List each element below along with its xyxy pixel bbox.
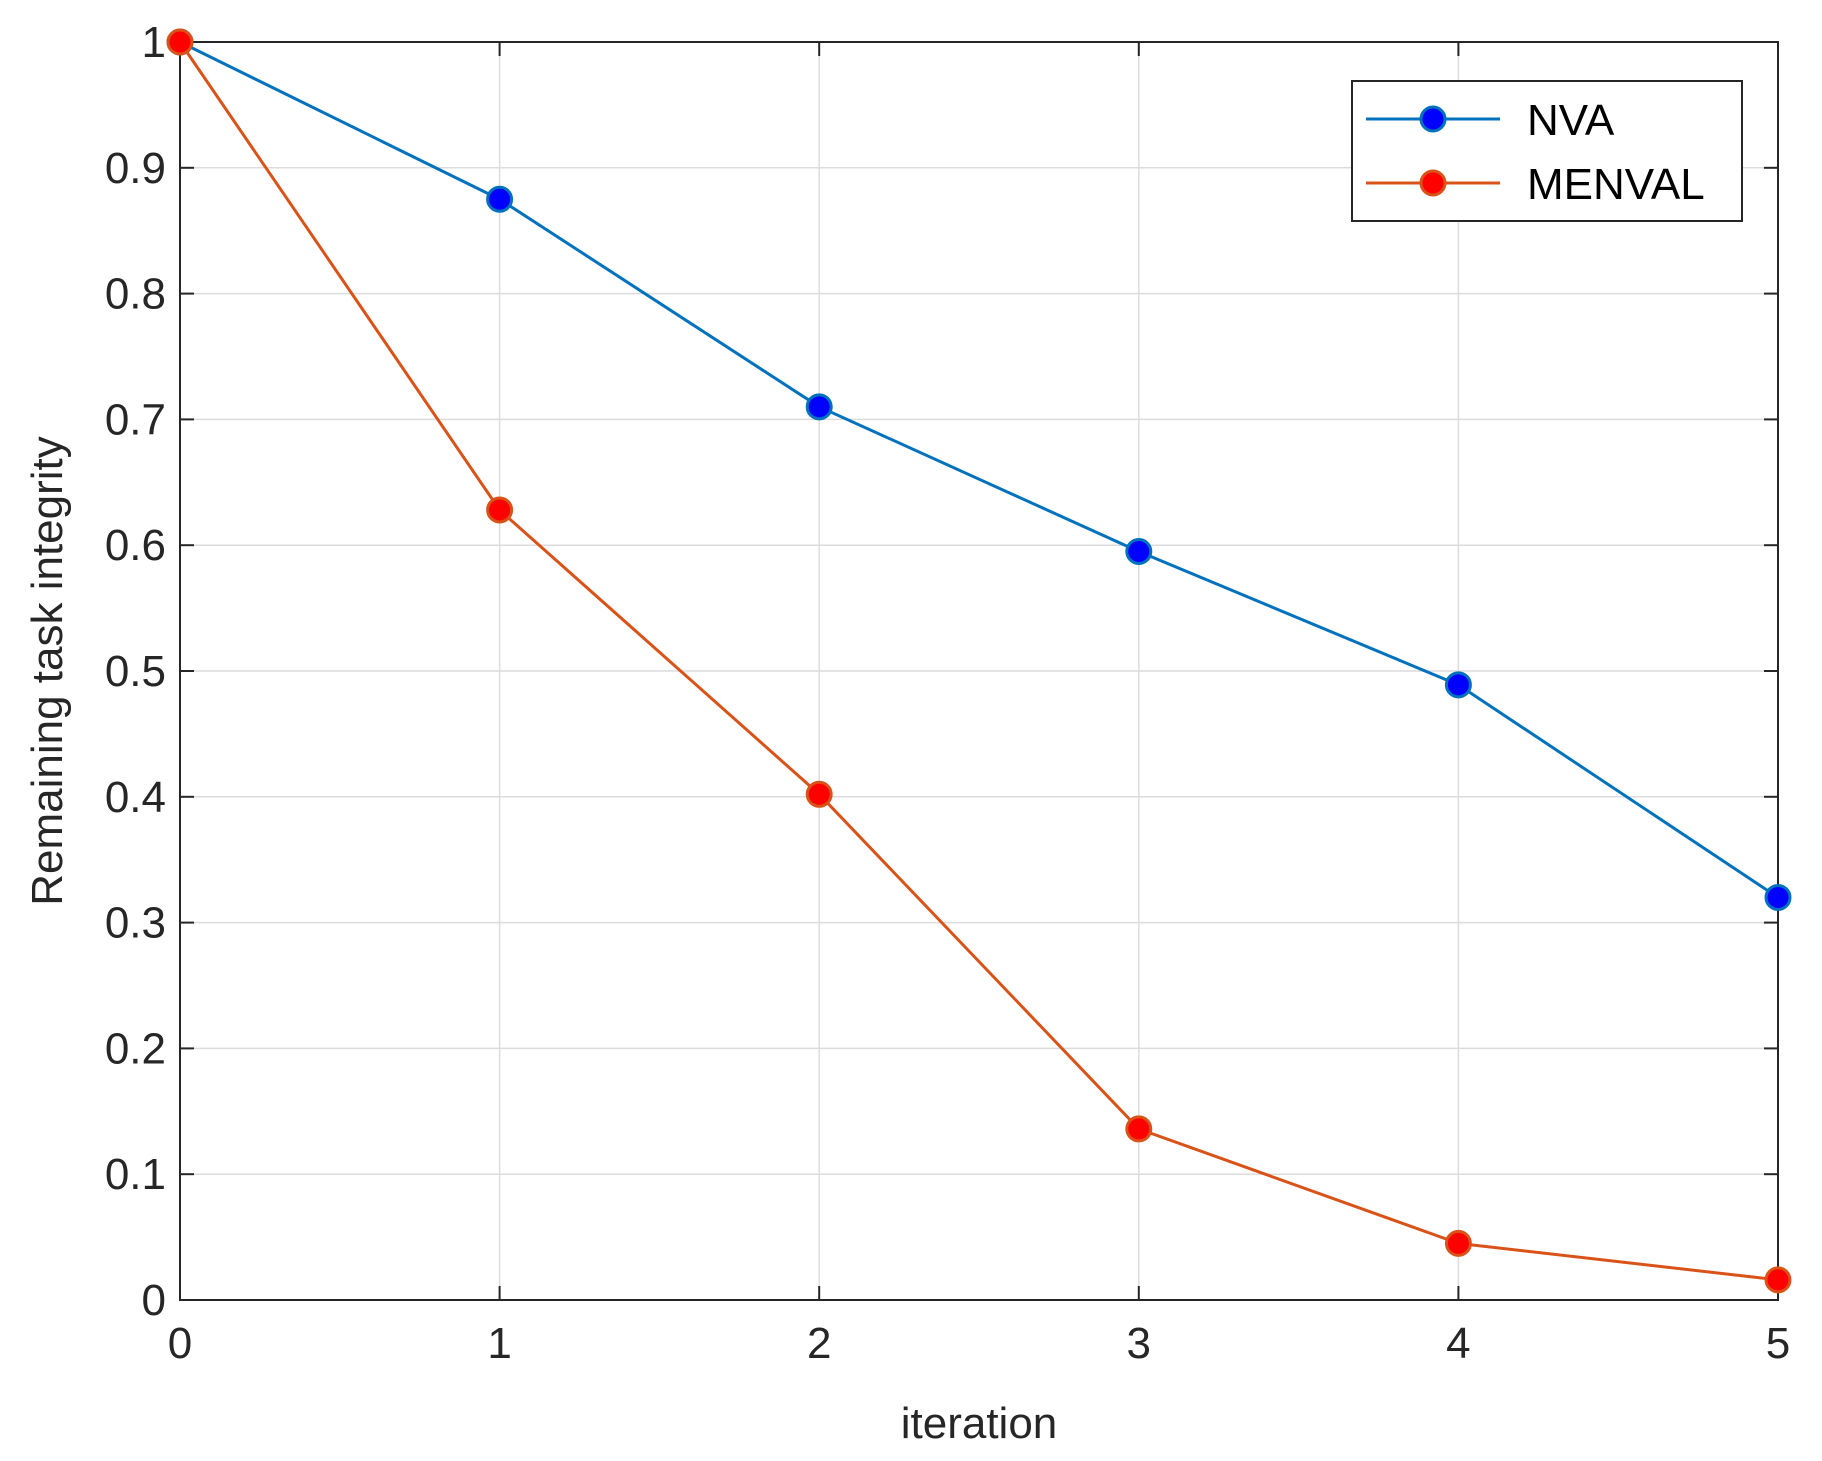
y-tick-label: 1 bbox=[142, 18, 166, 67]
x-tick-label: 0 bbox=[168, 1319, 192, 1368]
y-tick-label: 0.4 bbox=[105, 773, 166, 822]
x-tick-label: 2 bbox=[807, 1319, 831, 1368]
data-point-menval bbox=[805, 780, 833, 808]
x-tick-label: 1 bbox=[487, 1319, 511, 1368]
y-tick-label: 0.1 bbox=[105, 1150, 166, 1199]
y-tick-label: 0.2 bbox=[105, 1024, 166, 1073]
data-point-menval bbox=[166, 28, 194, 56]
data-point-menval bbox=[486, 496, 514, 524]
data-point-nva bbox=[486, 185, 514, 213]
series-layer bbox=[166, 28, 1792, 1294]
axis-ticks: 0 1 2 3 4 5 0 0.1 0.2 0.3 0.4 0.5 0.6 0.7 0.8 0.9 1 bbox=[105, 18, 1790, 1368]
legend-marker-menval bbox=[1419, 169, 1447, 197]
series-line-menval bbox=[178, 41, 1779, 1282]
y-tick-label: 0.7 bbox=[105, 395, 166, 444]
data-point-nva bbox=[1444, 671, 1472, 699]
x-tick-label: 3 bbox=[1127, 1319, 1151, 1368]
legend-label-nva: NVA bbox=[1527, 96, 1615, 145]
y-tick-label: 0.8 bbox=[105, 270, 166, 319]
data-point-nva bbox=[1125, 537, 1153, 565]
data-point-menval bbox=[1444, 1229, 1472, 1257]
legend: NVA MENVAL bbox=[1351, 80, 1743, 222]
y-tick-label: 0.6 bbox=[105, 521, 166, 570]
y-tick-label: 0 bbox=[142, 1276, 166, 1325]
y-axis-title: Remaining task integrity bbox=[23, 436, 72, 906]
grid bbox=[179, 41, 1779, 1301]
x-tick-label: 4 bbox=[1446, 1319, 1470, 1368]
data-point-nva bbox=[805, 393, 833, 421]
data-point-nva bbox=[1764, 883, 1792, 911]
series-line-nva bbox=[179, 40, 1779, 899]
legend-marker-nva bbox=[1419, 105, 1447, 133]
legend-box bbox=[1351, 80, 1743, 222]
x-axis-title: iteration bbox=[901, 1399, 1058, 1448]
x-tick-label: 5 bbox=[1766, 1319, 1790, 1368]
y-tick-label: 0.3 bbox=[105, 899, 166, 948]
data-point-menval bbox=[1764, 1266, 1792, 1294]
y-tick-label: 0.9 bbox=[105, 144, 166, 193]
legend-label-menval: MENVAL bbox=[1527, 160, 1705, 209]
data-point-menval bbox=[1125, 1115, 1153, 1143]
y-tick-label: 0.5 bbox=[105, 647, 166, 696]
